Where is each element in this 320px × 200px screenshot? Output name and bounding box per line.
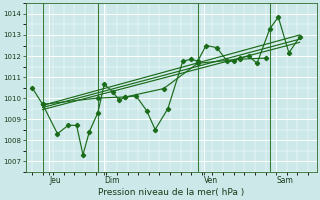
X-axis label: Pression niveau de la mer( hPa ): Pression niveau de la mer( hPa ) <box>98 188 244 197</box>
